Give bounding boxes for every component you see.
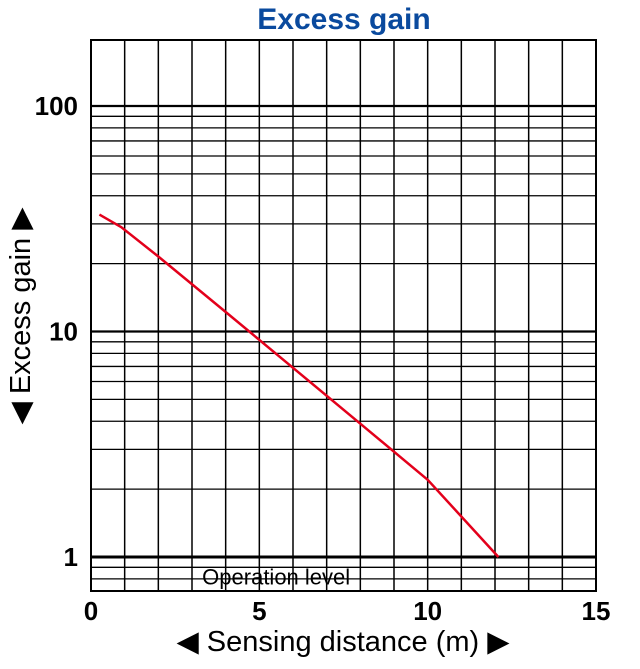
plot-frame — [90, 39, 597, 592]
excess-gain-curve — [98, 213, 500, 558]
x-tick-labels: 0 5 10 15 — [84, 596, 611, 626]
x-tick-label: 10 — [413, 596, 442, 626]
y-tick-label: 1 — [64, 542, 78, 572]
x-axis-label: ◀ Sensing distance (m) ▶ — [176, 626, 510, 658]
operation-level-label: Operation level — [202, 564, 350, 589]
y-tick-labels: 1 10 100 — [35, 91, 78, 572]
y-axis-label: ◀ Excess gain ▶ — [5, 207, 37, 425]
y-tick-label: 100 — [35, 91, 78, 121]
chart-title: Excess gain — [257, 3, 430, 36]
x-tick-label: 15 — [582, 596, 611, 626]
x-tick-label: 5 — [252, 596, 266, 626]
y-tick-label: 10 — [49, 317, 78, 347]
annotations: Operation level — [202, 564, 350, 589]
plot-grid — [91, 40, 596, 591]
x-tick-label: 0 — [84, 596, 98, 626]
series-layer — [98, 213, 500, 558]
